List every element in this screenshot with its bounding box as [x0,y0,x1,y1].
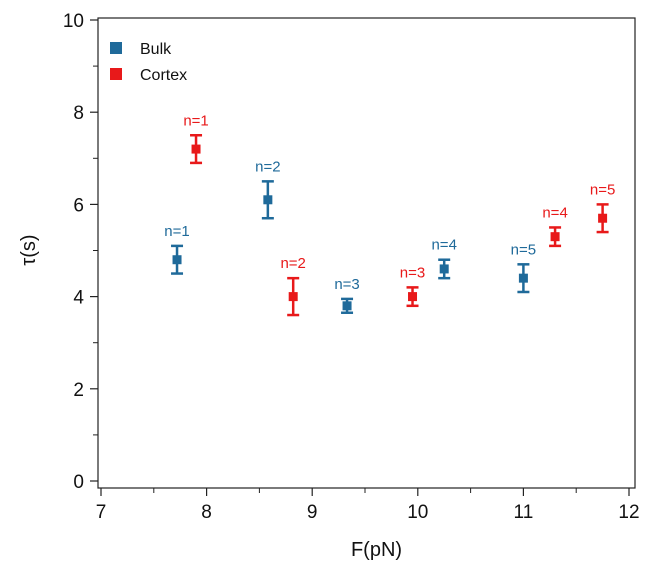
x-axis-label: F(pN) [351,539,402,561]
bulk-point-group: n=4 [431,237,457,280]
plot-border [97,17,636,489]
cortex-point-group: n=5 [590,181,615,234]
bulk-n-label: n=4 [431,237,456,254]
y-axis-label: τ(s) [18,234,40,265]
bulk-n-label: n=5 [511,241,536,258]
bulk-marker [263,195,273,205]
bulk-n-label: n=2 [255,158,280,175]
y-tick-label: 0 [73,472,84,493]
x-axis: 7 8 9 10 11 12 [96,488,640,523]
y-tick-label: 4 [73,288,84,309]
cortex-marker [191,144,201,154]
cortex-point-group: n=3 [400,264,425,308]
cortex-n-label: n=2 [280,255,305,272]
x-tick-label: 7 [96,502,107,523]
x-tick-label: 11 [514,502,534,523]
y-axis: 0 2 4 6 8 10 [63,11,98,493]
cortex-n-label: n=4 [542,204,567,221]
bulk-point-group: n=5 [511,241,536,294]
y-tick-label: 2 [73,380,84,401]
x-tick-label: 10 [407,502,428,523]
x-tick-label: 8 [201,502,212,523]
y-tick-label: 8 [73,103,84,124]
x-tick-label: 9 [307,502,318,523]
cortex-marker [598,213,608,223]
bulk-point-group: n=3 [334,276,360,314]
x-tick-label: 12 [618,502,639,523]
cortex-point-group: n=1 [183,112,209,165]
bulk-marker [172,255,182,265]
cortex-n-label: n=3 [400,264,425,281]
cortex-point-group: n=4 [542,204,568,248]
cortex-marker [408,292,418,302]
bulk-legend-label: Bulk [140,41,172,58]
y-tick-label: 10 [63,11,84,32]
bulk-legend-swatch [110,42,122,54]
data-points: n=1 n=2 n=3 n=4 n=5 n=1 n=2 n=3 n=4 n=5 [164,112,615,317]
bulk-point-group: n=2 [255,158,281,220]
y-tick-label: 6 [73,195,84,216]
cortex-marker [550,232,560,242]
cortex-n-label: n=1 [183,112,208,129]
bulk-point-group: n=1 [164,223,190,275]
bulk-marker [439,264,449,274]
plot-frame [97,17,636,489]
bulk-n-label: n=3 [334,276,359,293]
legend: Bulk Cortex [110,41,187,84]
bulk-marker [518,273,528,283]
cortex-legend-swatch [110,68,122,80]
cortex-marker [288,292,298,302]
cortex-n-label: n=5 [590,181,615,198]
cortex-legend-label: Cortex [140,67,187,84]
bulk-n-label: n=1 [164,223,189,240]
cortex-point-group: n=2 [280,255,306,317]
bulk-marker [342,301,352,311]
